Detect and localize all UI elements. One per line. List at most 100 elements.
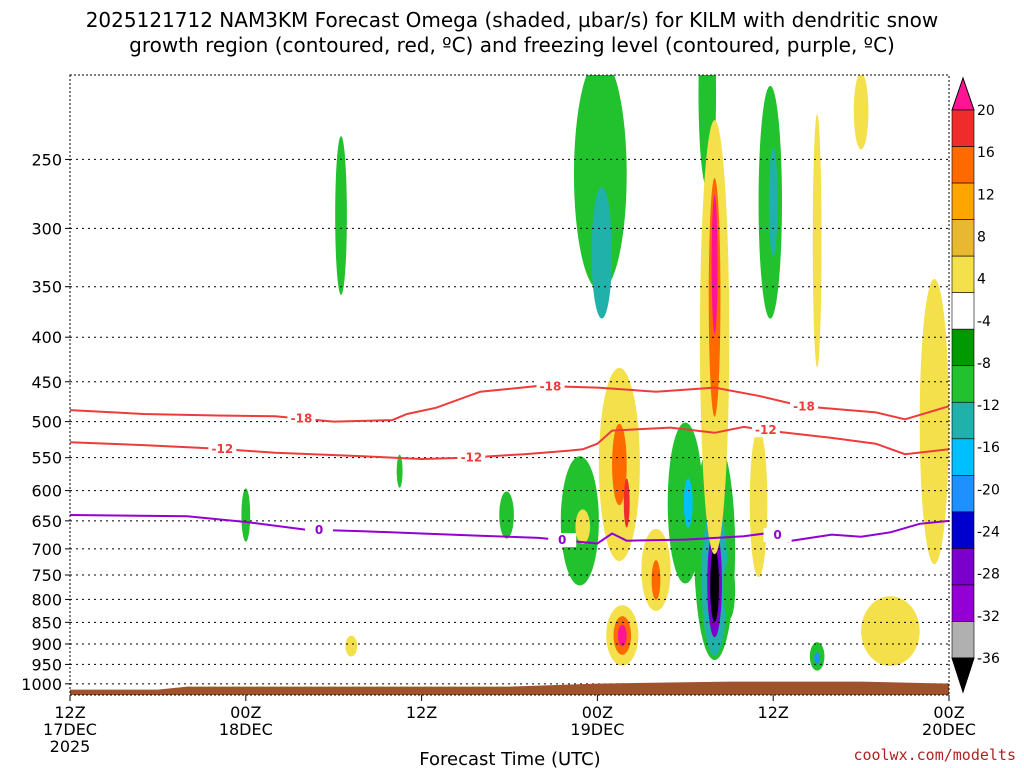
y-tick-label-400: 400 xyxy=(31,328,62,347)
x-tick-label-12-0: 00Z xyxy=(230,703,261,722)
x-tick-label-36-0: 00Z xyxy=(582,703,613,722)
x-tick-label-0-2: 2025 xyxy=(50,737,91,756)
colorbar-swatch-13 xyxy=(951,548,975,586)
contour-label-bg-0-1 xyxy=(548,533,577,548)
colorbar-swatch-4 xyxy=(951,219,975,257)
colorbar: 20 16 12 8 4 -4 -8 -12 -16 -20 -24 -28 -32 -36 xyxy=(951,76,1000,694)
y-tick-label-550: 550 xyxy=(31,449,62,468)
y-tick-label-650: 650 xyxy=(31,512,62,531)
contour-label--18-0: -18 xyxy=(291,412,313,426)
contour-label-bg--18-0 xyxy=(287,411,316,426)
omega-region-30 xyxy=(749,428,768,578)
colorbar-swatch-15 xyxy=(951,621,975,659)
contour-label-bg--12-0 xyxy=(208,442,237,457)
colorbar-swatch-5 xyxy=(951,255,975,293)
omega-region-12 xyxy=(710,547,719,622)
ground-terrain xyxy=(70,681,949,695)
colorbar-swatch-12 xyxy=(951,511,975,549)
colorbar-swatch-8 xyxy=(951,365,975,403)
contour-label-0-2: 0 xyxy=(773,528,781,542)
contour-lines: -18 -18 -18 -12 -12 -12 0 0 0 xyxy=(70,379,949,548)
x-tick-label-36-1: 19DEC xyxy=(570,720,624,739)
omega-region-0 xyxy=(573,75,627,291)
y-tick-label-700: 700 xyxy=(31,540,62,559)
colorbar-swatch-1 xyxy=(951,109,975,147)
omega-region-17 xyxy=(499,491,514,539)
y-tick-label-350: 350 xyxy=(31,278,62,297)
chart-title-line2: growth region (contoured, red, ºC) and f… xyxy=(129,33,895,57)
colorbar-swatch-6 xyxy=(951,292,975,330)
credit-link[interactable]: coolwx.com/modelts xyxy=(853,746,1016,764)
colorbar-label-11: -28 xyxy=(977,567,1000,583)
x-tick-label-24-0: 12Z xyxy=(406,703,437,722)
y-tick-label-600: 600 xyxy=(31,482,62,501)
contour-label--12-0: -12 xyxy=(212,442,234,456)
colorbar-label-6: -8 xyxy=(977,356,991,372)
contour-label-bg--18-1 xyxy=(536,379,565,394)
y-tick-label-1000: 1000 xyxy=(21,675,62,694)
contour-label-bg-0-0 xyxy=(305,522,334,537)
omega-region-33 xyxy=(812,114,822,368)
plot-frame xyxy=(69,74,950,696)
colorbar-swatch-10 xyxy=(951,438,975,476)
y-tick-label-450: 450 xyxy=(31,373,62,392)
colorbar-label-7: -12 xyxy=(977,398,1000,414)
omega-region-21 xyxy=(711,194,718,334)
y-tick-label-850: 850 xyxy=(31,613,62,632)
omega-region-5 xyxy=(335,136,347,295)
colorbar-swatch-9 xyxy=(951,401,975,440)
colorbar-swatch-3 xyxy=(951,182,975,220)
colorbar-swatch-14 xyxy=(951,584,975,622)
colorbar-label-3: 8 xyxy=(977,229,986,245)
omega-region-27 xyxy=(617,624,627,647)
x-tick-label-60-0: 00Z xyxy=(933,703,964,722)
colorbar-label-4: 4 xyxy=(977,272,986,288)
y-tick-label-300: 300 xyxy=(31,219,62,238)
omega-shading xyxy=(241,75,949,671)
contour-label-bg-0-2 xyxy=(763,528,792,543)
x-tick-label-0-0: 12Z xyxy=(54,703,85,722)
colorbar-swatch-11 xyxy=(951,475,975,513)
contour-label-bg--12-1 xyxy=(457,450,486,465)
colorbar-label-2: 12 xyxy=(977,187,995,203)
ground-fill xyxy=(70,681,949,695)
omega-region-34 xyxy=(853,75,869,150)
chart-title-line1: 2025121712 NAM3KM Forecast Omega (shaded… xyxy=(86,8,939,32)
x-axis-title: Forecast Time (UTC) xyxy=(419,749,600,768)
omega-region-23 xyxy=(612,423,627,506)
x-tick-label-48-0: 12Z xyxy=(758,703,789,722)
x-tick-label-12-1: 18DEC xyxy=(219,720,273,739)
omega-region-14 xyxy=(396,454,403,488)
contour-label-0-0: 0 xyxy=(315,523,323,537)
contour--12 xyxy=(70,425,949,461)
colorbar-swatch-7 xyxy=(951,328,975,367)
x-tick-label-60-1: 20DEC xyxy=(922,720,976,739)
contour-label--12-2: -12 xyxy=(755,423,777,437)
colorbar-label-10: -24 xyxy=(977,525,1000,541)
y-axis: 250 300 350 400 450 500 550 600 650 700 750 800 850 9… xyxy=(21,150,70,694)
y-tick-label-500: 500 xyxy=(31,413,62,432)
pressure-gridlines xyxy=(70,158,949,685)
colorbar-label-13: -36 xyxy=(977,651,1000,667)
omega-region-31 xyxy=(861,596,920,667)
colorbar-swatch-2 xyxy=(951,146,975,184)
x-tick-label-0-1: 17DEC xyxy=(43,720,97,739)
omega-region-8 xyxy=(683,478,693,528)
contour-label--18-2: -18 xyxy=(793,399,815,413)
y-tick-label-800: 800 xyxy=(31,590,62,609)
colorbar-label-0: 20 xyxy=(977,103,995,119)
y-tick-label-750: 750 xyxy=(31,566,62,585)
colorbar-label-1: 16 xyxy=(977,145,995,161)
omega-region-18 xyxy=(723,560,736,619)
colorbar-arrow-bottom xyxy=(951,657,975,694)
omega-region-36 xyxy=(345,635,358,657)
omega-region-24 xyxy=(623,478,630,528)
omega-region-13 xyxy=(241,488,251,542)
contour-label-0-1: 0 xyxy=(558,533,566,547)
y-tick-label-250: 250 xyxy=(31,150,62,169)
y-tick-label-950: 950 xyxy=(31,655,62,674)
omega-region-4 xyxy=(768,147,778,257)
